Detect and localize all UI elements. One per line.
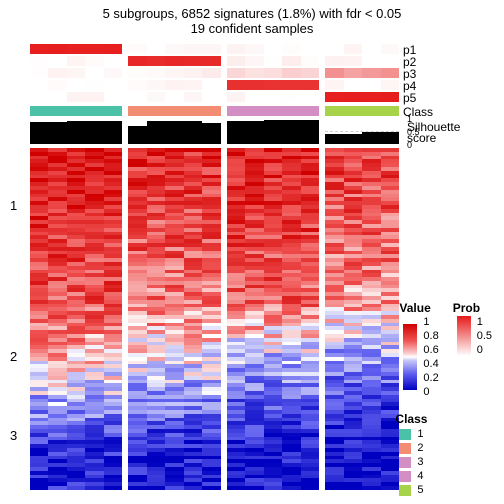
legend-class-label: 3 xyxy=(415,456,425,468)
column-groups xyxy=(30,44,399,500)
legend-class-label: 1 xyxy=(415,428,425,440)
legend-class-label: 5 xyxy=(415,484,425,496)
column-group-1 xyxy=(30,44,122,500)
row-group-label: 1 xyxy=(10,198,17,213)
class-strip xyxy=(227,106,319,116)
legend-value-tick: 0.6 xyxy=(421,344,440,356)
p-track-p1 xyxy=(30,44,122,54)
silhouette-box xyxy=(325,118,399,144)
p-track-p3 xyxy=(325,68,399,78)
class-strip xyxy=(30,106,122,116)
legend-swatch xyxy=(399,471,411,482)
legend-swatch xyxy=(399,457,411,468)
sil-tick: 0 xyxy=(407,140,412,150)
p-track-p3 xyxy=(30,68,122,78)
p-track-p4 xyxy=(227,80,319,90)
silhouette-box xyxy=(227,118,319,144)
title-line1: 5 subgroups, 6852 signatures (1.8%) with… xyxy=(0,6,504,21)
sil-tick: 1 xyxy=(407,114,412,124)
silhouette-box xyxy=(30,118,122,144)
figure-root: 5 subgroups, 6852 signatures (1.8%) with… xyxy=(0,0,504,504)
p-track-p5 xyxy=(128,92,220,102)
p-track-p4 xyxy=(128,80,220,90)
label-p5: p5 xyxy=(403,91,416,105)
legend-prob-tick: 0 xyxy=(475,344,494,356)
legend-swatch xyxy=(399,443,411,454)
legend-value-tick: 0.4 xyxy=(421,358,440,370)
p-track-p2 xyxy=(128,56,220,66)
legend-value-title: Value xyxy=(399,302,442,314)
p-track-p5 xyxy=(30,92,122,102)
legend-prob-tick: 1 xyxy=(475,316,494,328)
p-track-p3 xyxy=(128,68,220,78)
p-track-p1 xyxy=(227,44,319,54)
legend-prob-tick: 0.5 xyxy=(475,330,494,342)
title-line2: 19 confident samples xyxy=(0,21,504,36)
p-track-p1 xyxy=(128,44,220,54)
legend-swatch xyxy=(399,429,411,440)
heatmap xyxy=(128,148,220,490)
legend-swatch xyxy=(399,485,411,496)
heatmap-body xyxy=(30,44,399,500)
class-strip xyxy=(128,106,220,116)
p-track-p3 xyxy=(227,68,319,78)
heatmap xyxy=(325,148,399,490)
p-track-p4 xyxy=(30,80,122,90)
sil-tick: 0.5 xyxy=(407,127,420,137)
p-track-p4 xyxy=(325,80,399,90)
column-group-2 xyxy=(128,44,220,500)
legend-class-label: 4 xyxy=(415,470,425,482)
heatmap xyxy=(30,148,122,490)
silhouette-box xyxy=(128,118,220,144)
column-group-4 xyxy=(325,44,399,500)
row-group-label: 2 xyxy=(10,349,17,364)
class-strip xyxy=(325,106,399,116)
legend-value-tick: 0 xyxy=(421,386,440,398)
column-group-3 xyxy=(227,44,319,500)
heatmap xyxy=(227,148,319,490)
p-track-p5 xyxy=(325,92,399,102)
legend-value-tick: 0.8 xyxy=(421,330,440,342)
legend-value-tick: 0.2 xyxy=(421,372,440,384)
legend-value-tick: 1 xyxy=(421,316,440,328)
legend-class-label: 2 xyxy=(415,442,425,454)
legend-block: Value 1 0.8 0.6 0.4 0.2 0 Prob 1 0.5 0 Class 1 2 3 4 5 xyxy=(395,300,500,498)
row-group-label: 3 xyxy=(10,428,17,443)
p-track-p2 xyxy=(30,56,122,66)
legend-prob-title: Prob xyxy=(453,302,496,314)
p-track-p2 xyxy=(325,56,399,66)
p-track-p2 xyxy=(227,56,319,66)
legend-class-title: Class xyxy=(395,412,500,426)
p-track-p5 xyxy=(227,92,319,102)
p-track-p1 xyxy=(325,44,399,54)
